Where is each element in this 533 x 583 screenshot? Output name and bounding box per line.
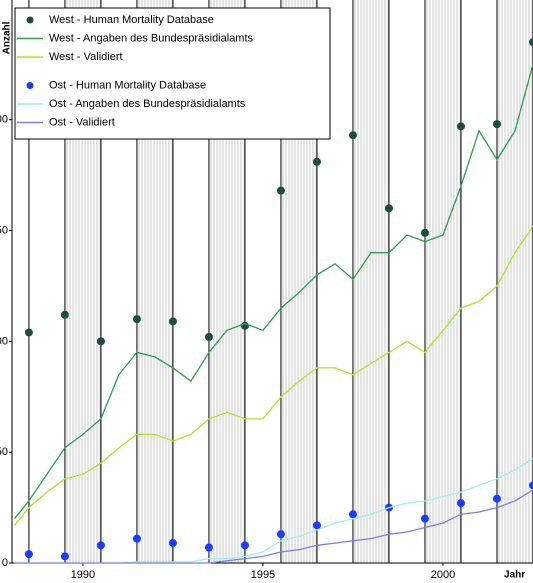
y-tick-label: 100 bbox=[0, 335, 8, 347]
data-point bbox=[529, 481, 533, 490]
legend-label: Ost - Validiert bbox=[49, 116, 115, 128]
y-axis-title: Anzahl bbox=[2, 21, 13, 54]
data-point bbox=[132, 315, 141, 324]
data-point bbox=[312, 157, 321, 166]
data-point bbox=[492, 120, 501, 129]
y-tick-label: 0 bbox=[2, 557, 8, 569]
year-band bbox=[424, 0, 461, 563]
data-point bbox=[276, 186, 285, 195]
data-point bbox=[420, 228, 429, 237]
data-point bbox=[132, 534, 141, 543]
data-point bbox=[312, 521, 321, 530]
legend-label: Ost - Human Mortality Database bbox=[49, 79, 206, 91]
data-point bbox=[24, 550, 33, 559]
series-line bbox=[13, 225, 533, 526]
data-point bbox=[204, 543, 213, 552]
data-point bbox=[276, 530, 285, 539]
legend-marker bbox=[26, 16, 34, 24]
data-point bbox=[168, 539, 177, 548]
series-line bbox=[13, 64, 533, 520]
data-point bbox=[24, 328, 33, 337]
legend-label: West - Human Mortality Database bbox=[49, 14, 214, 26]
legend-box bbox=[14, 7, 331, 140]
data-point bbox=[348, 510, 357, 519]
legend: West - Human Mortality Database West - An… bbox=[14, 7, 331, 140]
data-point bbox=[456, 499, 465, 508]
data-point bbox=[60, 310, 69, 319]
year-band bbox=[352, 0, 389, 563]
y-tick-label: 150 bbox=[0, 224, 8, 236]
data-point bbox=[492, 494, 501, 503]
data-point bbox=[420, 514, 429, 523]
legend-label: Ost - Angaben des Bundespräsidialamts bbox=[49, 98, 246, 110]
data-point bbox=[60, 552, 69, 561]
y-tick-label: 200 bbox=[0, 114, 8, 126]
data-point bbox=[348, 131, 357, 140]
legend-label: West - Validiert bbox=[49, 51, 123, 63]
data-point bbox=[529, 38, 533, 47]
x-tick-label: 1995 bbox=[251, 569, 275, 581]
data-point bbox=[96, 541, 105, 550]
data-point bbox=[96, 337, 105, 346]
series-line bbox=[14, 489, 533, 564]
data-point bbox=[240, 541, 249, 550]
legend-label: West - Angaben des Bundespräsidialamts bbox=[49, 32, 254, 44]
x-tick-label: 2000 bbox=[431, 569, 455, 581]
data-point bbox=[168, 317, 177, 326]
legend-marker bbox=[26, 82, 34, 89]
y-tick-label: 50 bbox=[0, 446, 8, 458]
x-tick-label: 1990 bbox=[71, 569, 95, 581]
x-axis-title: Jahr bbox=[504, 570, 525, 581]
data-point bbox=[384, 204, 393, 213]
data-point bbox=[456, 122, 465, 131]
data-point bbox=[204, 332, 213, 341]
